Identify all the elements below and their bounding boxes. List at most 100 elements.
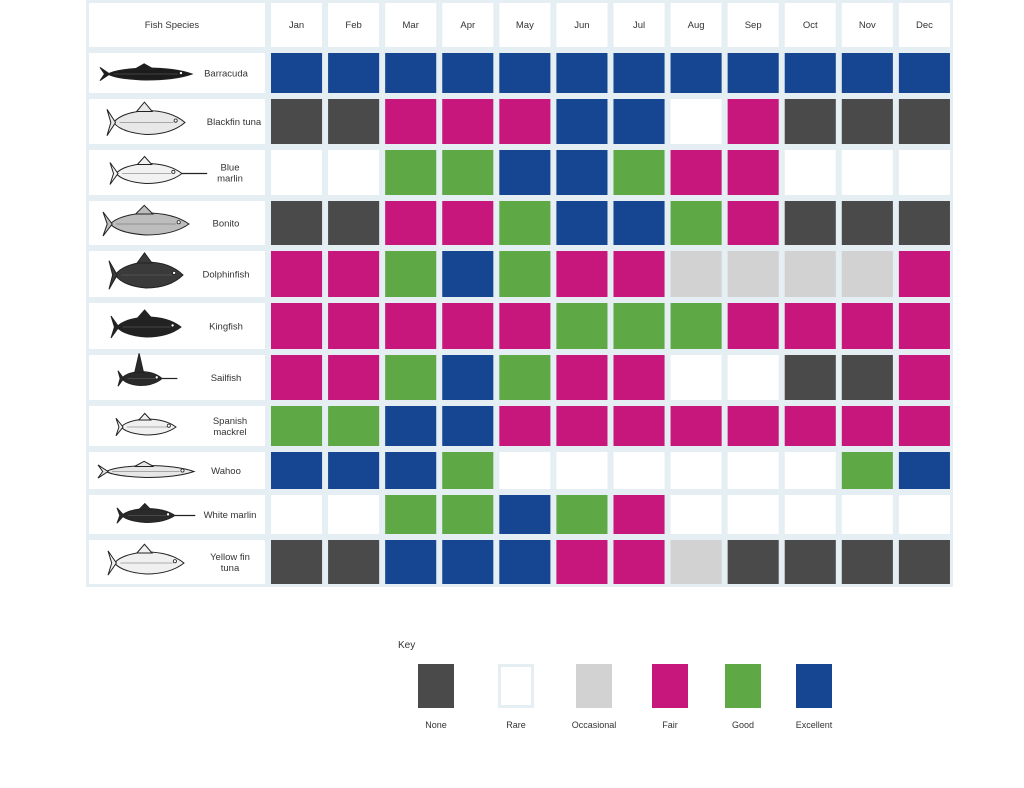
month-header-cell: [439, 0, 497, 50]
heatmap-cell: [724, 147, 782, 198]
heatmap-cell: [724, 96, 782, 147]
legend-item: Occasional: [554, 664, 634, 730]
heatmap-cell: [667, 96, 725, 147]
month-header-label: Aug: [688, 20, 705, 31]
heatmap-cell: [724, 198, 782, 248]
heatmap-cell: [781, 352, 839, 403]
heatmap-cell: [667, 248, 725, 300]
heatmap-cell: [838, 300, 896, 352]
heatmap-cell: [439, 537, 497, 587]
heatmap-cell: [325, 352, 383, 403]
species-label: Bonito: [213, 219, 240, 230]
heatmap-cell: [496, 492, 554, 537]
heatmap-cell: [268, 198, 326, 248]
legend-item: None: [396, 664, 476, 730]
month-header-label: Jul: [633, 20, 645, 31]
heatmap-cell: [496, 198, 554, 248]
heatmap-cell: [268, 352, 326, 403]
heatmap-cell: [667, 198, 725, 248]
heatmap-cell: [382, 403, 440, 449]
heatmap-cell: [610, 147, 668, 198]
heatmap-cell: [724, 403, 782, 449]
heatmap-cell: [781, 449, 839, 492]
heatmap-cell: [667, 147, 725, 198]
heatmap-cell: [781, 198, 839, 248]
heatmap-cell: [895, 147, 953, 198]
heatmap-cell: [553, 352, 611, 403]
species-cell: [86, 403, 268, 449]
heatmap-cell: [895, 248, 953, 300]
heatmap-cell: [382, 248, 440, 300]
heatmap-cell: [496, 403, 554, 449]
heatmap-cell: [781, 96, 839, 147]
heatmap-cell: [496, 537, 554, 587]
heatmap-cell: [667, 449, 725, 492]
month-header-label: Oct: [803, 20, 818, 31]
heatmap-cell: [268, 147, 326, 198]
heatmap-cell: [610, 50, 668, 96]
heatmap-cell: [781, 403, 839, 449]
species-label: White marlin: [204, 510, 257, 521]
heatmap-cell: [838, 537, 896, 587]
heatmap-cell: [553, 403, 611, 449]
heatmap-cell: [382, 198, 440, 248]
legend-swatch: [725, 664, 761, 708]
heatmap-cell: [838, 96, 896, 147]
legend-label: Good: [731, 720, 755, 730]
heatmap-cell: [610, 96, 668, 147]
heatmap-cell: [838, 147, 896, 198]
heatmap-cell: [268, 537, 326, 587]
month-header-label: Jan: [289, 20, 304, 31]
heatmap-cell: [496, 96, 554, 147]
fish-illustration-icon: [99, 63, 194, 82]
species-label: Yellow fin tuna: [210, 552, 250, 574]
legend-label: Rare: [506, 720, 526, 730]
heatmap-cell: [439, 403, 497, 449]
legend-item: Good: [703, 664, 783, 730]
heatmap-cell: [781, 492, 839, 537]
month-header-label: May: [516, 20, 534, 31]
legend-label: Fair: [662, 720, 678, 730]
heatmap-cell: [553, 492, 611, 537]
legend-swatch: [796, 664, 832, 708]
heatmap-cell: [553, 198, 611, 248]
heatmap-cell: [553, 537, 611, 587]
month-header-cell: [781, 0, 839, 50]
species-cell: [86, 492, 268, 537]
heatmap-cell: [325, 300, 383, 352]
fish-illustration-icon: [116, 502, 196, 524]
heatmap-cell: [439, 300, 497, 352]
heatmap-cell: [553, 147, 611, 198]
heatmap-cell: [325, 147, 383, 198]
heatmap-cell: [439, 248, 497, 300]
heatmap-cell: [895, 198, 953, 248]
month-header-label: Jun: [574, 20, 589, 31]
heatmap-cell: [553, 50, 611, 96]
heatmap-cell: [268, 248, 326, 300]
heatmap-cell: [781, 248, 839, 300]
heatmap-cell: [838, 403, 896, 449]
heatmap-cell: [439, 449, 497, 492]
fish-illustration-icon: [97, 460, 196, 479]
heatmap-cell: [667, 403, 725, 449]
legend-swatch: [498, 664, 534, 708]
heatmap-cell: [496, 248, 554, 300]
heatmap-cell: [325, 537, 383, 587]
month-header-label: Apr: [460, 20, 475, 31]
species-label: Spanish mackrel: [213, 416, 247, 438]
species-label: Blue marlin: [217, 163, 243, 185]
heatmap-cell: [838, 449, 896, 492]
month-header-cell: [838, 0, 896, 50]
heatmap-cell: [724, 248, 782, 300]
heatmap-cell: [268, 96, 326, 147]
heatmap-cell: [268, 300, 326, 352]
legend-item: Rare: [476, 664, 556, 730]
heatmap-cells: [268, 50, 953, 587]
species-label: Dolphinfish: [203, 270, 250, 281]
heatmap-cell: [667, 537, 725, 587]
month-header-cell: [382, 0, 440, 50]
heatmap-cell: [496, 50, 554, 96]
heatmap-cell: [838, 50, 896, 96]
heatmap-cell: [667, 300, 725, 352]
heatmap-cell: [382, 96, 440, 147]
